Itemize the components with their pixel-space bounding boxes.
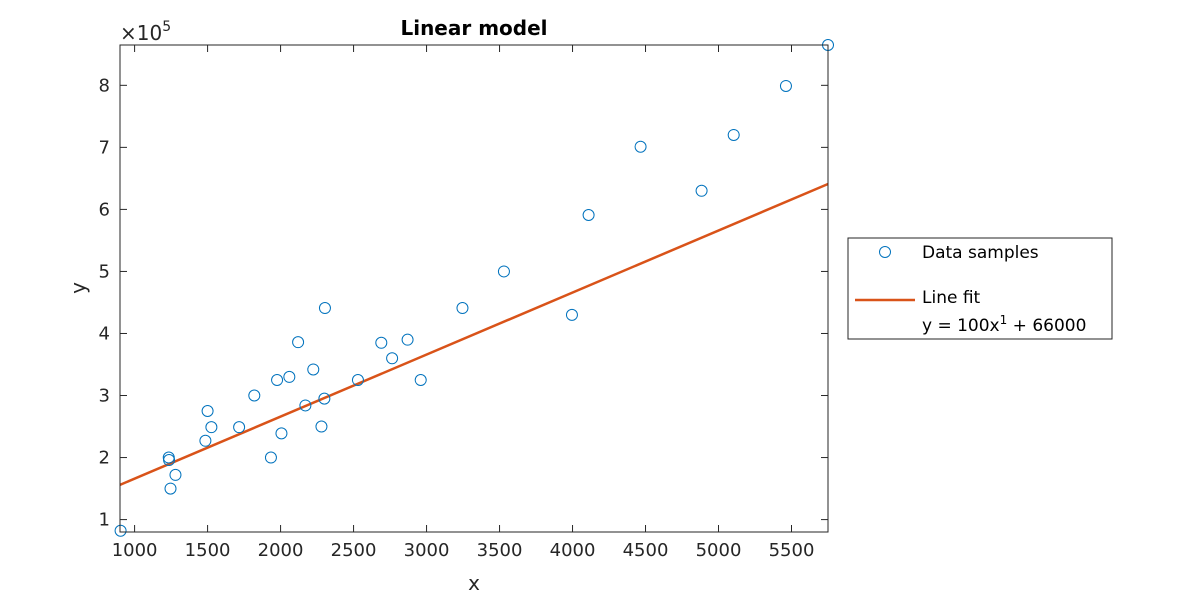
- data-point-29: [634, 140, 647, 153]
- data-point-3: [164, 482, 177, 495]
- y-tick-label: 2: [99, 448, 110, 469]
- x-tick-label: 3500: [477, 540, 523, 561]
- data-point-13: [283, 370, 296, 383]
- fit-layer: [119, 182, 829, 487]
- data-point-20: [351, 374, 364, 387]
- data-points: [114, 39, 834, 537]
- x-tick-label: 5500: [769, 540, 815, 561]
- data-point-31: [727, 128, 740, 141]
- data-point-24: [414, 374, 427, 387]
- data-point-7: [205, 421, 218, 434]
- plot-area: [120, 45, 828, 532]
- x-tick-label: 4000: [550, 540, 596, 561]
- data-point-32: [779, 79, 792, 92]
- data-point-15: [299, 399, 312, 412]
- data-point-2: [163, 454, 176, 467]
- x-tick-label: 1000: [112, 540, 158, 561]
- data-point-27: [565, 308, 578, 321]
- data-point-12: [275, 427, 288, 440]
- plot-frame: [119, 44, 829, 533]
- y-tick-label: 5: [99, 261, 110, 282]
- data-point-17: [315, 420, 328, 433]
- data-point-16: [307, 363, 320, 376]
- data-point-11: [271, 374, 284, 387]
- chart-title: Linear model: [400, 16, 547, 40]
- data-point-21: [375, 336, 388, 349]
- data-point-18: [318, 392, 331, 405]
- data-point-28: [582, 208, 595, 221]
- y-tick-label: 6: [99, 199, 110, 220]
- legend-box: [847, 237, 1113, 340]
- data-point-6: [201, 405, 214, 418]
- fit-line: [119, 182, 829, 487]
- x-tick-label: 3000: [404, 540, 450, 561]
- legend-label-fit: Line fit: [922, 288, 981, 308]
- x-tick-label: 5000: [696, 540, 742, 561]
- y-tick-label: 8: [99, 75, 110, 96]
- data-point-23: [401, 333, 414, 346]
- x-tick-label: 1500: [185, 540, 231, 561]
- data-point-0: [114, 524, 127, 537]
- data-point-9: [248, 389, 261, 402]
- axis-ticks: 1000 1500 2000 2500 3000 3500 4000 4500 5000 5500…: [99, 45, 828, 561]
- x-tick-label: 4500: [623, 540, 669, 561]
- data-point-14: [292, 336, 305, 349]
- x-tick-label: 2000: [258, 540, 304, 561]
- y-tick-label: 3: [99, 386, 110, 407]
- data-point-22: [386, 352, 399, 365]
- data-point-19: [318, 302, 331, 315]
- legend-fit-equation: y = 100x1 + 66000: [922, 313, 1086, 336]
- data-point-30: [695, 184, 708, 197]
- legend-marker-samples: [879, 246, 891, 258]
- y-tick-label: 1: [99, 510, 110, 531]
- data-point-25: [456, 302, 469, 315]
- data-point-5: [199, 434, 212, 447]
- data-point-26: [497, 265, 510, 278]
- x-tick-label: 2500: [331, 540, 377, 561]
- y-tick-label: 7: [99, 137, 110, 158]
- legend-label-samples: Data samples: [922, 243, 1039, 263]
- data-point-10: [264, 451, 277, 464]
- data-point-4: [169, 468, 182, 481]
- data-point-8: [233, 421, 246, 434]
- legend: Data samples Line fit y = 100x1 + 66000: [847, 237, 1113, 340]
- y-exponent-label: ×105: [120, 19, 171, 45]
- y-axis-label: y: [66, 282, 90, 294]
- x-axis-label: x: [468, 571, 480, 595]
- y-tick-label: 4: [99, 323, 110, 344]
